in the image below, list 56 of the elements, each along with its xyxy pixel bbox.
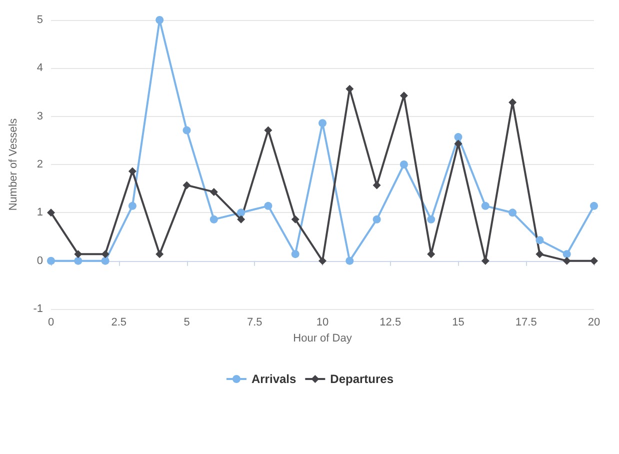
x-tick-label: 2.5 — [111, 316, 127, 328]
x-tick-label: 20 — [588, 316, 600, 328]
point — [372, 181, 381, 190]
point — [156, 16, 164, 24]
x-tick-label: 5 — [184, 316, 190, 328]
x-tick-label: 17.5 — [515, 316, 537, 328]
point — [427, 215, 436, 224]
point — [210, 215, 218, 224]
point — [237, 208, 246, 217]
point — [291, 215, 300, 224]
point — [318, 119, 326, 128]
point — [210, 188, 218, 196]
point — [291, 250, 300, 258]
legend-label: Departures — [330, 372, 394, 386]
point — [372, 215, 381, 224]
point — [237, 215, 246, 224]
x-axis-title: Hour of Day — [293, 332, 352, 344]
y-tick-label: 4 — [36, 62, 43, 74]
point — [562, 250, 571, 258]
y-axis-title: Number of Vessels — [8, 118, 20, 211]
point — [182, 181, 191, 190]
point — [590, 202, 598, 210]
point — [156, 250, 164, 258]
point — [47, 208, 55, 217]
y-tick-label: 5 — [36, 14, 43, 26]
point — [128, 167, 136, 176]
point — [508, 208, 517, 217]
point — [264, 126, 272, 134]
point — [182, 126, 191, 134]
y-tick-label: -1 — [33, 303, 43, 315]
x-tick-label: 7.5 — [246, 316, 262, 328]
point — [101, 250, 110, 258]
point — [74, 256, 82, 265]
y-tick-label: 2 — [36, 158, 43, 170]
point — [400, 160, 408, 168]
point — [74, 250, 82, 258]
x-tick-label: 10 — [316, 316, 329, 328]
point — [481, 202, 490, 210]
point — [427, 250, 436, 258]
point — [128, 202, 136, 210]
y-tick-label: 1 — [36, 206, 43, 219]
x-tick-label: 12.5 — [380, 316, 402, 328]
x-tick-label: 15 — [452, 316, 464, 328]
y-tick-label: 3 — [36, 110, 43, 122]
point — [346, 256, 354, 265]
point — [536, 250, 544, 258]
point — [346, 84, 354, 93]
legend-label: Arrivals — [251, 372, 296, 386]
point — [562, 256, 571, 265]
y-tick-label: 0 — [36, 254, 43, 267]
point — [536, 236, 544, 244]
point — [101, 256, 110, 265]
x-tick-label: 0 — [48, 316, 54, 328]
point — [264, 202, 272, 210]
point — [454, 133, 462, 142]
point — [318, 256, 326, 265]
